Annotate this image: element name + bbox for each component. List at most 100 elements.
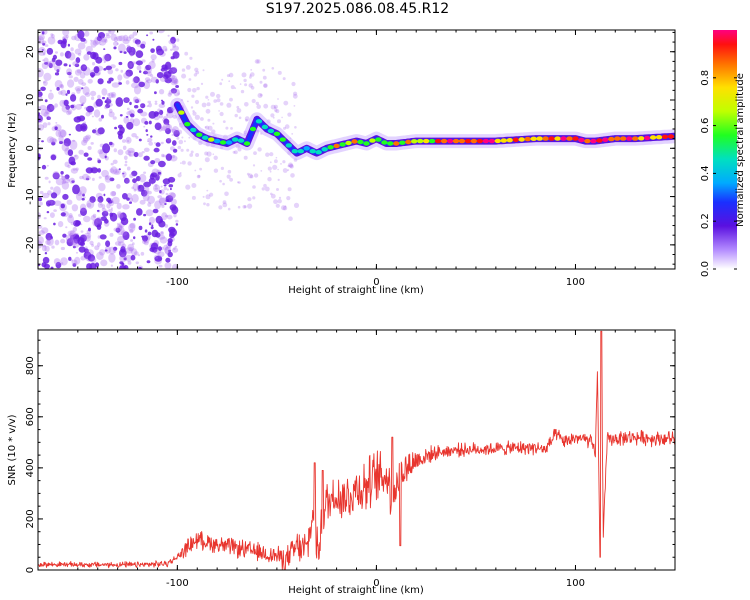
noise-speckle (228, 80, 231, 83)
noise-speckle (243, 155, 248, 160)
noise-speckle (160, 231, 164, 236)
ridge-blob (405, 139, 412, 145)
noise-speckle (99, 234, 107, 240)
noise-speckle (140, 111, 148, 117)
noise-speckle (274, 106, 277, 109)
noise-speckle (164, 202, 167, 206)
noise-speckle (206, 102, 211, 107)
noise-speckle (154, 255, 163, 262)
noise-speckle (282, 160, 286, 164)
noise-speckle (156, 72, 164, 79)
noise-speckle (71, 35, 77, 41)
noise-speckle (187, 161, 192, 166)
noise-speckle (79, 95, 87, 105)
y-tick-label: 10 (25, 94, 36, 107)
noise-speckle (41, 245, 47, 252)
noise-speckle (62, 178, 70, 184)
ridge-blob (375, 137, 382, 142)
noise-speckle (47, 199, 56, 206)
noise-speckle (249, 174, 254, 179)
noise-speckle (110, 166, 118, 175)
noise-speckle (132, 178, 137, 184)
noise-speckle (62, 30, 70, 37)
noise-speckle (216, 98, 221, 103)
noise-speckle (53, 209, 57, 212)
noise-speckle (104, 249, 108, 252)
noise-speckle (190, 106, 194, 109)
noise-speckle (100, 36, 108, 43)
noise-speckle (67, 71, 72, 76)
noise-speckle (192, 111, 197, 116)
noise-speckle (263, 103, 269, 109)
noise-speckle (112, 143, 115, 146)
noise-speckle (104, 155, 107, 159)
ridge-blob (219, 140, 227, 145)
noise-speckle (169, 192, 176, 199)
noise-speckle (100, 259, 108, 267)
noise-speckle (60, 238, 66, 244)
noise-speckle (108, 111, 115, 118)
noise-speckle (41, 31, 45, 35)
noise-speckle (159, 236, 168, 244)
noise-speckle (101, 88, 108, 96)
noise-speckle (87, 157, 93, 161)
ridge-blob (440, 138, 448, 144)
noise-speckle (111, 191, 117, 196)
noise-speckle (150, 160, 156, 165)
spectrogram-plot-area (38, 30, 675, 269)
noise-speckle (45, 108, 51, 115)
noise-speckle (221, 78, 224, 81)
ridge-blob (572, 136, 579, 141)
noise-speckle (41, 140, 44, 143)
noise-speckle (104, 245, 111, 254)
noise-speckle (255, 101, 259, 106)
noise-speckle (117, 241, 125, 247)
noise-speckle (133, 99, 137, 103)
noise-speckle (288, 216, 293, 221)
ridge-blob (333, 143, 340, 149)
noise-speckle (78, 213, 82, 217)
noise-speckle (41, 192, 50, 199)
noise-speckle (142, 239, 147, 244)
noise-speckle (38, 230, 45, 235)
noise-speckle (144, 186, 150, 193)
noise-speckle (103, 68, 107, 71)
noise-speckle (146, 134, 149, 136)
ridge-blob (578, 137, 585, 143)
noise-speckle (135, 60, 143, 66)
noise-speckle (72, 168, 76, 171)
ridge-blob (411, 139, 418, 144)
noise-speckle (226, 74, 230, 78)
noise-speckle (163, 71, 172, 78)
noise-speckle (252, 196, 256, 200)
noise-speckle (113, 227, 119, 232)
noise-speckle (67, 43, 70, 47)
noise-speckle (158, 160, 166, 168)
noise-speckle (105, 32, 110, 36)
ridge-blob (536, 136, 543, 141)
noise-speckle (38, 115, 44, 124)
noise-speckle (167, 251, 173, 258)
noise-speckle (81, 82, 87, 86)
noise-speckle (164, 246, 170, 254)
ridge-blob (458, 138, 466, 144)
noise-speckle (209, 192, 214, 197)
noise-speckle (199, 167, 203, 171)
noise-speckle (51, 245, 55, 249)
noise-speckle (227, 207, 231, 211)
noise-speckle (143, 155, 150, 161)
noise-speckle (70, 94, 77, 102)
noise-speckle (125, 247, 133, 254)
noise-speckle (64, 174, 70, 180)
noise-speckle (101, 204, 106, 209)
noise-speckle (91, 243, 94, 247)
noise-speckle (131, 133, 137, 138)
noise-speckle (123, 97, 130, 103)
noise-speckle (90, 257, 97, 264)
noise-speckle (172, 140, 177, 146)
noise-speckle (154, 122, 162, 131)
noise-speckle (54, 72, 60, 76)
noise-speckle (48, 180, 51, 184)
noise-speckle (282, 168, 288, 173)
noise-speckle (169, 187, 172, 191)
